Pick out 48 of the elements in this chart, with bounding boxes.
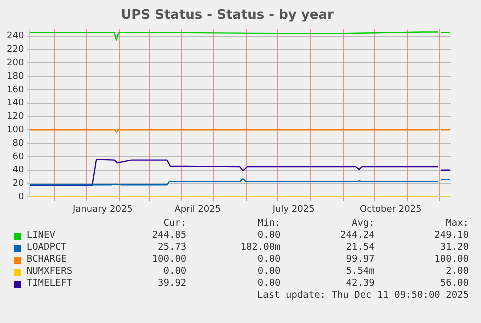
text: 249.10 [434, 230, 469, 242]
y-tick-label: 220 [6, 45, 24, 56]
x-tick-label: April 2025 [174, 204, 222, 215]
text: 100.00 [151, 254, 187, 266]
y-tick-label: 140 [6, 98, 24, 109]
text: Last update: Thu Dec 11 09:50:00 2025 [256, 290, 469, 302]
text: Cur: [162, 218, 187, 230]
legend-label: LOADPCT [26, 242, 68, 254]
text: 21.54 [345, 242, 375, 254]
y-tick-label: 100 [6, 126, 24, 136]
x-tick-label: October 2025 [360, 204, 422, 215]
y-tick-label: 200 [6, 58, 24, 68]
text: 2.00 [445, 266, 469, 278]
legend-label: TIMELEFT [26, 278, 74, 290]
text: 25.73 [157, 242, 187, 254]
text: Avg: [350, 218, 375, 230]
text: 0.00 [256, 230, 281, 242]
text: 182.00m [240, 242, 281, 254]
text: 0.00 [256, 254, 281, 266]
text: 0.00 [162, 266, 187, 278]
y-tick-label: 0 [18, 192, 24, 203]
text: Min: [256, 218, 281, 230]
y-tick-label: 40 [12, 166, 24, 176]
chart-title: UPS Status - Status - by year [121, 8, 334, 24]
legend-label: NUMXFERS [26, 266, 74, 278]
y-tick-label: 160 [6, 85, 24, 96]
text: 99.97 [345, 254, 375, 266]
y-tick-label: 60 [12, 152, 24, 162]
text: Max: [445, 218, 470, 230]
text: 244.24 [340, 230, 375, 242]
legend-label: BCHARGE [26, 254, 68, 266]
text: 244.85 [151, 230, 187, 242]
y-tick-label: 240 [6, 32, 24, 42]
y-tick-label: 80 [12, 138, 24, 149]
text: 56.00 [439, 278, 469, 290]
x-tick-label: January 2025 [72, 204, 133, 215]
y-tick-label: 180 [6, 72, 24, 82]
y-tick-label: 120 [6, 112, 24, 122]
legend-label: LINEV [26, 230, 56, 242]
text: 42.39 [345, 278, 375, 290]
y-tick-label: 20 [12, 179, 24, 190]
text: 39.92 [157, 278, 187, 290]
text: 0.00 [256, 278, 281, 290]
text: 100.00 [434, 254, 469, 266]
text: 5.54m [345, 266, 375, 278]
text: 0.00 [256, 266, 281, 278]
x-tick-label: July 2025 [272, 204, 315, 215]
text: 31.20 [439, 242, 469, 254]
